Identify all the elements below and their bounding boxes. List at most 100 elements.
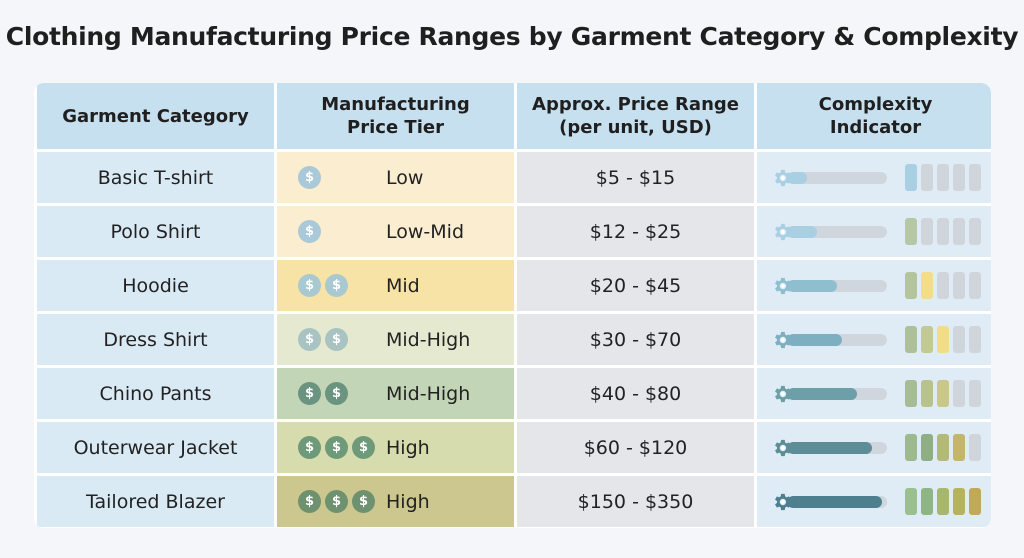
table-header-row: Garment Category Manufacturing Price Tie…	[37, 83, 991, 149]
complexity-segment	[905, 164, 917, 191]
complexity-segment	[953, 326, 965, 353]
dollar-coin-icon: $	[298, 490, 321, 513]
dollar-coin-icon: $	[352, 490, 375, 513]
coin-group: $ $	[298, 382, 386, 405]
garment-category-cell: Dress Shirt	[37, 314, 274, 365]
price-tier: $ Low-Mid	[277, 206, 514, 257]
complexity-indicator	[757, 368, 991, 419]
complexity-segment	[937, 326, 949, 353]
price-range-cell: $30 - $70	[517, 314, 754, 365]
price-range-cell: $20 - $45	[517, 260, 754, 311]
complexity-segment	[905, 488, 917, 515]
header-complexity-line1: Complexity	[818, 94, 933, 115]
complexity-bar	[787, 225, 887, 238]
complexity-segment	[937, 488, 949, 515]
complexity-segment	[905, 434, 917, 461]
price-tier-cell: $ $ Mid-High	[277, 368, 514, 419]
complexity-segment	[953, 380, 965, 407]
header-price-range-line2: (per unit, USD)	[559, 117, 712, 138]
complexity-segments	[905, 164, 985, 191]
complexity-cell	[757, 260, 991, 311]
dollar-coin-icon: $	[298, 166, 321, 189]
dollar-coin-icon: $	[298, 274, 321, 297]
complexity-segments	[905, 488, 985, 515]
coin-group: $ $	[298, 328, 386, 351]
price-tier-cell: $ $ $ High	[277, 476, 514, 527]
complexity-segment	[921, 272, 933, 299]
header-price-tier: Manufacturing Price Tier	[277, 83, 514, 149]
complexity-indicator	[757, 476, 991, 527]
dollar-coin-icon: $	[325, 328, 348, 351]
table-row: Chino Pants $ $ Mid-High $40 - $80	[37, 368, 991, 419]
complexity-cell	[757, 476, 991, 527]
dollar-coin-icon: $	[298, 328, 321, 351]
complexity-bar	[787, 441, 887, 454]
complexity-segment	[969, 164, 981, 191]
complexity-segments	[905, 380, 985, 407]
table-row: Basic T-shirt $ Low $5 - $15	[37, 152, 991, 203]
complexity-segment	[937, 380, 949, 407]
complexity-segment	[905, 326, 917, 353]
complexity-segments	[905, 272, 985, 299]
price-table-container: Garment Category Manufacturing Price Tie…	[34, 83, 991, 528]
price-tier-label: Mid-High	[386, 328, 471, 351]
garment-category-cell: Tailored Blazer	[37, 476, 274, 527]
complexity-segment	[953, 218, 965, 245]
gear-icon	[775, 169, 791, 186]
complexity-bar-fill	[787, 333, 842, 346]
complexity-segment	[953, 434, 965, 461]
dollar-coin-icon: $	[325, 274, 348, 297]
complexity-bar	[787, 387, 887, 400]
complexity-segment	[969, 488, 981, 515]
dollar-coin-icon: $	[352, 436, 375, 459]
complexity-cell	[757, 152, 991, 203]
dollar-coin-icon: $	[298, 436, 321, 459]
complexity-segment	[921, 488, 933, 515]
complexity-bar	[787, 333, 887, 346]
complexity-indicator	[757, 314, 991, 365]
table-row: Outerwear Jacket $ $ $ High $60 - $120	[37, 422, 991, 473]
table-row: Hoodie $ $ Mid $20 - $45	[37, 260, 991, 311]
coin-group: $	[298, 220, 386, 243]
complexity-bar	[787, 279, 887, 292]
garment-category-cell: Hoodie	[37, 260, 274, 311]
price-tier-cell: $ Low	[277, 152, 514, 203]
complexity-cell	[757, 206, 991, 257]
dollar-coin-icon: $	[298, 382, 321, 405]
complexity-segment	[921, 380, 933, 407]
price-tier-cell: $ Low-Mid	[277, 206, 514, 257]
complexity-indicator	[757, 422, 991, 473]
garment-category-cell: Polo Shirt	[37, 206, 274, 257]
complexity-segment	[905, 218, 917, 245]
header-price-range-line1: Approx. Price Range	[532, 94, 739, 115]
dollar-coin-icon: $	[325, 436, 348, 459]
complexity-cell	[757, 314, 991, 365]
complexity-segments	[905, 434, 985, 461]
garment-category-cell: Outerwear Jacket	[37, 422, 274, 473]
price-tier: $ $ Mid-High	[277, 368, 514, 419]
complexity-segment	[921, 326, 933, 353]
price-range-cell: $12 - $25	[517, 206, 754, 257]
table-row: Dress Shirt $ $ Mid-High $30 - $70	[37, 314, 991, 365]
header-price-range: Approx. Price Range (per unit, USD)	[517, 83, 754, 149]
complexity-segment	[937, 272, 949, 299]
complexity-segment	[953, 272, 965, 299]
gear-icon	[775, 493, 791, 510]
garment-category-cell: Basic T-shirt	[37, 152, 274, 203]
gear-icon	[775, 385, 791, 402]
complexity-bar-fill	[787, 171, 807, 184]
price-tier-label: Low-Mid	[386, 220, 465, 243]
coin-group: $ $ $	[298, 436, 386, 459]
complexity-segment	[921, 434, 933, 461]
price-tier-label: High	[386, 490, 430, 513]
table-row: Polo Shirt $ Low-Mid $12 - $25	[37, 206, 991, 257]
price-range-cell: $150 - $350	[517, 476, 754, 527]
complexity-indicator	[757, 260, 991, 311]
price-tier-label: Mid-High	[386, 382, 471, 405]
complexity-segment	[953, 164, 965, 191]
complexity-segment	[921, 218, 933, 245]
table-row: Tailored Blazer $ $ $ High $150 - $350	[37, 476, 991, 527]
complexity-segment	[905, 272, 917, 299]
price-range-cell: $60 - $120	[517, 422, 754, 473]
complexity-bar-fill	[787, 441, 872, 454]
